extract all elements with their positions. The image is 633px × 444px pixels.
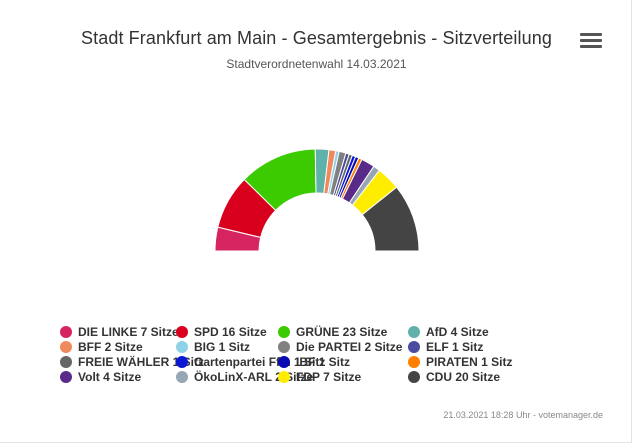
legend-item[interactable]: IBF 1 Sitz [278,355,350,369]
seat-slice-15[interactable] [361,186,420,252]
legend-label: BIG 1 Sitz [194,340,251,354]
legend-item[interactable]: DIE LINKE 7 Sitze [60,325,179,339]
legend-label: Volt 4 Sitze [78,370,142,384]
legend-label: DIE LINKE 7 Sitze [78,325,179,339]
legend-symbol [60,326,72,338]
legend-symbol [408,356,420,368]
legend-symbol [278,341,290,353]
legend-item[interactable]: ELF 1 Sitz [408,340,483,354]
hamburger-menu-icon[interactable] [580,33,602,53]
legend-item[interactable]: AfD 4 Sitze [408,325,489,339]
legend-label: FREIE WÄHLER 1 Sitz [78,355,205,369]
legend-symbol [278,326,290,338]
legend-item[interactable]: Gartenpartei Ffm 1 Sitz [176,355,325,369]
legend-label: IBF 1 Sitz [296,355,351,369]
legend-label: Gartenpartei Ffm 1 Sitz [194,355,326,369]
legend-label: Die PARTEI 2 Sitze [296,340,403,354]
legend-item[interactable]: GRÜNE 23 Sitze [278,325,387,339]
legend-item[interactable]: FREIE WÄHLER 1 Sitz [60,355,204,369]
legend-label: AfD 4 Sitze [426,325,489,339]
legend-symbol [60,356,72,368]
legend-label: FDP 7 Sitze [296,370,362,384]
legend-item[interactable]: SPD 16 Sitze [176,325,267,339]
chart-title: Stadt Frankfurt am Main - Gesamtergebnis… [81,28,552,48]
legend-item[interactable]: Volt 4 Sitze [60,370,141,384]
legend-symbol [278,356,290,368]
legend-symbol [278,371,290,383]
legend-label: GRÜNE 23 Sitze [296,325,388,339]
legend-symbol [176,341,188,353]
legend-symbol [408,326,420,338]
legend-symbol [176,326,188,338]
legend-item[interactable]: Die PARTEI 2 Sitze [278,340,402,354]
legend-label: PIRATEN 1 Sitz [426,355,513,369]
legend-label: ELF 1 Sitz [426,340,484,354]
legend-label: CDU 20 Sitze [426,370,501,384]
legend-label: BFF 2 Sitze [78,340,143,354]
legend-item[interactable]: PIRATEN 1 Sitz [408,355,512,369]
chart-subtitle: Stadtverordnetenwahl 14.03.2021 [226,57,407,71]
legend-item[interactable]: BIG 1 Sitz [176,340,250,354]
legend-symbol [176,356,188,368]
legend-symbol [176,371,188,383]
legend-symbol [60,341,72,353]
legend-item[interactable]: CDU 20 Sitze [408,370,500,384]
legend-item[interactable]: FDP 7 Sitze [278,370,361,384]
chart-credit: 21.03.2021 18:28 Uhr - votemanager.de [443,410,603,420]
legend-item[interactable]: BFF 2 Sitze [60,340,143,354]
legend-label: SPD 16 Sitze [194,325,267,339]
legend-symbol [408,341,420,353]
legend-symbol [408,371,420,383]
legend-symbol [60,371,72,383]
